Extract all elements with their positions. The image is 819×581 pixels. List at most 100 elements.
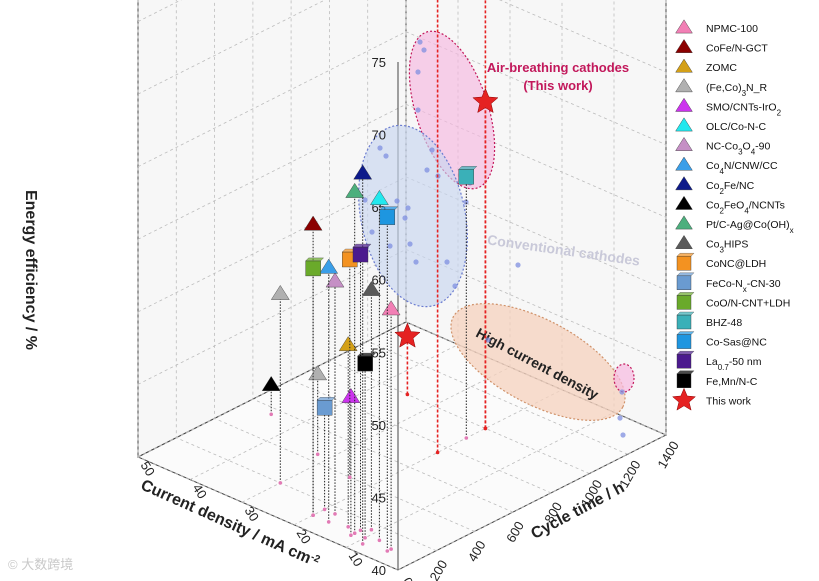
z-tick-label: 70 [372, 128, 386, 143]
legend-label: CoFe/N-GCT [706, 43, 768, 55]
x-tick-label: 20 [294, 526, 314, 546]
legend-marker [675, 235, 693, 249]
data-point-top [352, 243, 372, 248]
data-point [305, 260, 321, 277]
conventional-region [358, 124, 468, 308]
region-dot [463, 199, 469, 205]
region-dot [415, 69, 421, 75]
legend-entry: Co4N/CNW/CC [675, 156, 778, 176]
legend-entry: Co2FeO4/NCNTs [675, 195, 785, 215]
legend-label: NC-Co3O4-90 [706, 141, 771, 157]
legend-entry: FeCo-Nx-CN-30 [676, 272, 781, 294]
region-dot [485, 337, 491, 343]
region-dot [421, 47, 427, 53]
y-tick-label: 400 [465, 538, 489, 564]
legend-label: OLC/Co-N-C [706, 121, 767, 133]
legend-label: CoNC@LDH [706, 258, 766, 270]
x-axis-title-superscript: -2 [309, 551, 322, 565]
floor-point [315, 452, 320, 457]
data-point [325, 272, 345, 288]
region-dot [417, 39, 423, 45]
data-point [261, 376, 281, 391]
y-tick-label: 600 [503, 519, 527, 545]
legend-marker [676, 295, 692, 310]
floor-point [349, 533, 353, 537]
region-dot [415, 107, 421, 113]
region-dot [369, 229, 375, 235]
floor-point [360, 542, 365, 546]
data-point [338, 336, 358, 351]
legend-label: (Fe,Co)3N_R [706, 82, 767, 98]
legend-entry: La0.7-50 nm [676, 351, 762, 372]
legend-marker [675, 195, 693, 210]
legend-label: Co4N/CNW/CC [706, 160, 778, 176]
legend-entry: CoO/N-CNT+LDH [676, 292, 790, 310]
floor-point [369, 527, 374, 532]
legend-marker [676, 275, 692, 290]
legend-marker-top [676, 351, 695, 355]
region-dot [444, 259, 450, 265]
region-dot [387, 243, 393, 249]
floor-point [363, 536, 367, 540]
data-point [458, 169, 474, 185]
legend-entry: CoNC@LDH [676, 253, 766, 271]
series-smo-cnts-iro2 [341, 388, 361, 537]
legend-marker [676, 256, 692, 271]
series-co-sas-nc [379, 206, 399, 553]
region-dot [620, 432, 626, 438]
region-dot [452, 283, 458, 289]
floor-point [358, 528, 363, 533]
series-pt-c-ag-co-oh-x [345, 182, 365, 535]
region-dot [362, 197, 368, 203]
legend-label: BHZ-48 [706, 317, 742, 329]
legend-entry: CoFe/N-GCT [675, 39, 768, 55]
floor-point [278, 481, 283, 485]
gridline-y [214, 0, 475, 532]
gridline-y [328, 0, 590, 474]
legend-marker-top [676, 292, 695, 296]
gridline-y [175, 0, 437, 552]
series-coo-n-cnt-ldh [305, 257, 324, 517]
y-tick-label: 200 [426, 557, 450, 581]
region-dot [617, 415, 623, 421]
marks-layer [261, 0, 499, 553]
region-dot [424, 167, 430, 173]
data-point [319, 258, 339, 274]
data-point [362, 281, 381, 296]
region-dot [515, 262, 521, 268]
legend-label: This work [706, 395, 752, 407]
data-point [316, 400, 333, 416]
legend-entry: Fe,Mn/N-C [676, 370, 758, 388]
series-co3hips [362, 281, 381, 532]
legend-marker [675, 39, 693, 53]
x-tick-label: 50 [138, 459, 158, 479]
legend-label: La0.7-50 nm [706, 356, 762, 372]
floor-point [352, 531, 357, 535]
legend-entry: Pt/C-Ag@Co(OH)x [675, 215, 794, 235]
region-dot [383, 153, 389, 159]
legend-marker [675, 156, 693, 171]
data-point-top [305, 257, 324, 262]
legend-marker-top [676, 311, 695, 316]
legend-marker [675, 137, 693, 151]
legend-label: SMO/CNTs-IrO2 [706, 101, 782, 117]
legend-entry: NPMC-100 [675, 19, 758, 35]
legend-label: Co2Fe/NC [706, 180, 755, 196]
z-tick-label: 60 [372, 273, 386, 288]
legend-label: FeCo-Nx-CN-30 [706, 278, 781, 294]
legend-marker [675, 117, 693, 132]
legend-marker [675, 97, 693, 112]
floor-point [269, 412, 274, 417]
region-dot [407, 241, 413, 247]
series-npmc-100 [381, 300, 401, 551]
region-dot [413, 259, 419, 265]
series-co4n-cnw-cc [319, 258, 339, 524]
gridline-y [137, 0, 399, 571]
x-tick-label: 40 [190, 481, 210, 501]
floor-point [333, 512, 337, 516]
z-tick-label: 40 [372, 563, 386, 578]
region-dot [619, 389, 625, 395]
series-co2fe-nc [353, 164, 373, 546]
region-dot [402, 215, 408, 221]
gridline-y [252, 0, 514, 513]
